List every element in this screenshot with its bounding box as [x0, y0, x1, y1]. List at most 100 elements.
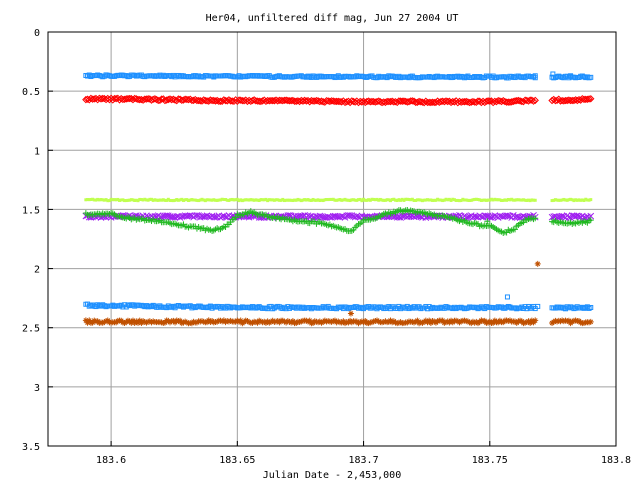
data-point — [374, 97, 383, 105]
data-point — [411, 319, 418, 326]
data-point — [463, 198, 467, 202]
data-point — [554, 318, 561, 325]
y-tick-label: 0.5 — [22, 87, 40, 98]
y-tick-label: 3 — [34, 383, 40, 394]
data-point — [573, 96, 581, 105]
data-point — [239, 198, 243, 202]
data-point — [454, 198, 458, 202]
data-point — [328, 318, 335, 325]
data-point — [155, 198, 159, 202]
data-point — [333, 198, 337, 202]
data-point — [348, 319, 355, 326]
data-point — [588, 304, 594, 310]
data-point — [161, 198, 165, 202]
data-point — [516, 198, 520, 202]
data-point — [550, 199, 554, 203]
data-point — [382, 198, 386, 202]
data-point — [341, 98, 349, 107]
data-point — [316, 198, 320, 202]
data-point — [178, 320, 185, 327]
data-point — [552, 317, 559, 324]
data-point — [254, 198, 258, 202]
data-point — [489, 98, 497, 107]
data-point — [402, 198, 406, 202]
data-point — [238, 96, 247, 105]
data-point — [121, 198, 125, 202]
data-point — [585, 95, 593, 103]
data-point — [410, 197, 414, 201]
data-point — [121, 319, 128, 326]
data-point — [426, 198, 430, 202]
data-point — [571, 96, 580, 104]
data-point — [486, 198, 490, 202]
data-point — [350, 198, 354, 202]
data-point — [412, 318, 419, 325]
data-point — [432, 198, 436, 202]
data-point — [114, 198, 118, 202]
data-point — [498, 198, 502, 202]
data-point — [408, 97, 417, 105]
data-point — [88, 95, 97, 103]
data-point — [397, 198, 401, 202]
data-point — [347, 310, 354, 317]
data-point — [284, 318, 291, 325]
data-point — [469, 198, 473, 202]
data-point — [318, 199, 322, 203]
data-point — [473, 197, 477, 201]
data-point — [94, 198, 98, 202]
data-point — [297, 96, 305, 105]
data-point — [427, 198, 431, 202]
data-point — [405, 197, 409, 201]
data-point — [123, 199, 127, 203]
data-point — [551, 96, 560, 105]
data-point — [529, 97, 538, 105]
data-point — [311, 97, 319, 105]
data-point — [589, 198, 593, 202]
data-point — [478, 317, 485, 324]
data-point — [375, 197, 379, 201]
data-point — [365, 320, 372, 327]
data-point — [584, 197, 588, 201]
data-point — [484, 198, 488, 202]
data-point — [276, 198, 280, 202]
data-point — [478, 198, 482, 202]
data-point — [438, 97, 447, 105]
data-point — [306, 198, 310, 202]
data-point — [186, 212, 194, 219]
y-tick-label: 3.5 — [22, 442, 40, 453]
data-point — [559, 317, 566, 324]
data-point — [281, 197, 285, 201]
data-point — [500, 198, 504, 202]
data-point — [416, 320, 423, 327]
data-point — [141, 319, 148, 326]
data-point — [464, 318, 471, 325]
data-point — [119, 198, 123, 202]
data-point — [268, 96, 277, 105]
data-point — [525, 198, 529, 202]
data-point — [309, 198, 313, 202]
data-point — [532, 73, 538, 79]
data-point — [346, 198, 350, 202]
data-point — [219, 198, 223, 202]
data-point — [385, 97, 393, 106]
data-point — [553, 198, 557, 202]
data-point — [173, 96, 181, 105]
data-point — [124, 199, 128, 203]
data-point — [581, 320, 588, 327]
data-point — [175, 198, 179, 202]
data-point — [311, 318, 318, 325]
data-point — [116, 197, 120, 201]
x-tick-label: 183.8 — [601, 455, 631, 466]
data-point — [452, 198, 456, 202]
data-point — [587, 217, 594, 224]
data-point — [225, 318, 232, 325]
data-point — [349, 97, 358, 106]
data-point — [101, 198, 105, 202]
data-point — [333, 319, 340, 326]
data-point — [341, 198, 345, 202]
data-point — [87, 198, 91, 202]
data-point — [232, 214, 239, 221]
data-point — [221, 96, 230, 105]
data-point — [277, 198, 281, 202]
